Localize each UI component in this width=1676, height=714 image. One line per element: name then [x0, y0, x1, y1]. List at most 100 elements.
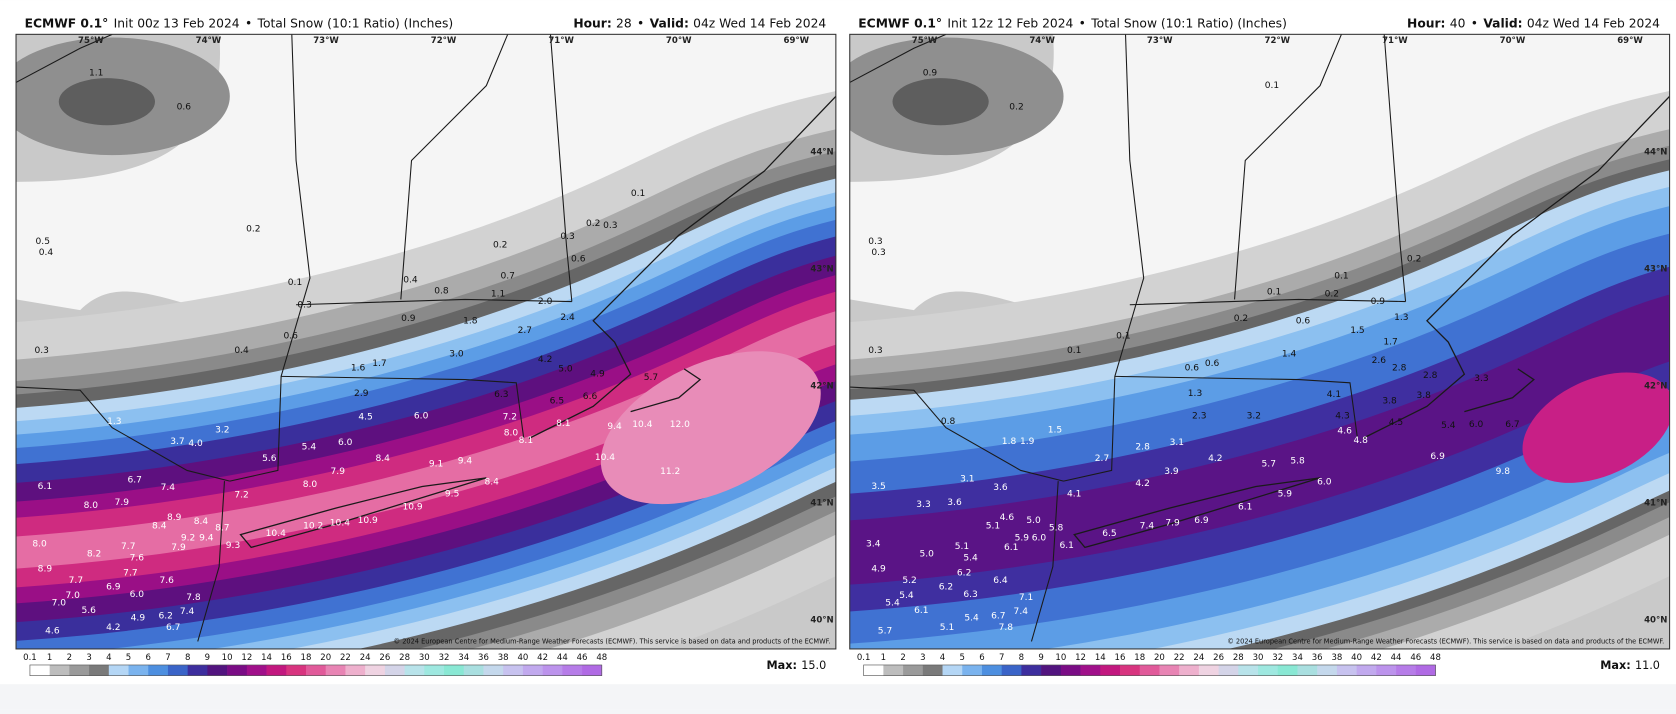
snow-amount-label: 9.2	[181, 533, 195, 543]
snow-amount-label: 9.1	[429, 460, 443, 470]
snow-amount-label: 10.9	[358, 516, 378, 526]
snow-amount-label: 1.4	[1282, 349, 1297, 359]
snow-amount-label: 10.4	[632, 420, 652, 430]
footer-strip	[0, 684, 1676, 710]
border-line	[16, 386, 230, 482]
snow-amount-label: 3.1	[1170, 438, 1184, 448]
snow-amount-label: 3.8	[1417, 391, 1432, 401]
legend-tick-label: 6	[979, 653, 984, 663]
max-number: 11.0	[1635, 659, 1660, 672]
snow-amount-label: 8.7	[215, 524, 229, 534]
legend-tick-label: 38	[498, 653, 509, 663]
snow-amount-label: 7.4	[1014, 607, 1029, 617]
legend-tick-label: 12	[1075, 653, 1086, 663]
legend-tick-label: 2	[900, 653, 905, 663]
border-line	[549, 34, 573, 302]
snow-amount-label: 6.7	[166, 623, 180, 633]
snow-amount-label: 0.6	[284, 331, 299, 341]
snow-amount-label: 7.4	[1140, 522, 1155, 532]
snow-amount-label: 0.2	[1407, 254, 1421, 264]
border-line	[1129, 298, 1406, 306]
snow-amount-label: 3.1	[960, 474, 974, 484]
latitude-label: 44°N	[810, 147, 833, 157]
legend-tick-label: 38	[1331, 653, 1342, 663]
snow-amount-label: 7.9	[115, 498, 130, 508]
init-time: Init 00z 13 Feb 2024	[114, 16, 240, 30]
product-name: Total Snow (10:1 Ratio) (Inches)	[1090, 16, 1287, 30]
snow-amount-label: 6.1	[38, 482, 52, 492]
snow-amount-label: 6.1	[914, 606, 928, 616]
snow-amount-label: 3.0	[449, 349, 464, 359]
snow-amount-label: 3.6	[993, 483, 1008, 493]
legend-tick-label: 20	[1154, 653, 1165, 663]
legend-tick-label: 1	[881, 653, 886, 663]
snow-amount-label: 0.6	[571, 254, 586, 264]
snow-amount-label: 8.0	[84, 501, 99, 511]
snow-amount-label: 7.7	[123, 569, 137, 579]
latitude-label: 44°N	[1644, 147, 1667, 157]
snow-amount-label: 7.8	[186, 593, 201, 603]
snow-amount-label: 9.4	[458, 456, 473, 466]
legend-swatch	[365, 664, 386, 676]
legend-swatch	[444, 664, 465, 676]
legend-swatch	[922, 664, 943, 676]
longitude-label: 73°W	[313, 36, 339, 46]
snow-amount-label: 0.4	[39, 248, 54, 258]
legend-swatch	[1317, 664, 1338, 676]
snow-amount-label: 3.6	[947, 498, 962, 508]
snow-amount-label: 4.1	[1067, 489, 1081, 499]
legend-swatch	[463, 664, 484, 676]
legend-swatch	[227, 664, 248, 676]
snow-amount-label: 5.0	[919, 549, 934, 559]
legend-tick-label: 28	[1233, 653, 1244, 663]
legend-tick-label: 24	[1193, 653, 1204, 663]
legend-frame	[29, 664, 603, 676]
snow-amount-label: 0.2	[493, 240, 507, 250]
legend-swatch	[1100, 664, 1121, 676]
snow-amount-label: 6.2	[957, 569, 971, 579]
legend-swatch	[883, 664, 904, 676]
snow-amount-label: 3.2	[1247, 411, 1261, 421]
snow-amount-label: 5.4	[302, 442, 317, 452]
snow-amount-label: 6.0	[338, 438, 353, 448]
latitude-label: 42°N	[810, 381, 833, 391]
legend-swatch	[1396, 664, 1417, 676]
legend-tick-label: 44	[557, 653, 568, 663]
snow-amount-label: 6.2	[939, 582, 953, 592]
snow-amount-label: 3.5	[871, 482, 885, 492]
map-field	[849, 34, 1670, 649]
legend-swatch	[1179, 664, 1200, 676]
snow-amount-label: 4.9	[590, 370, 605, 380]
legend-tick-label: 16	[1115, 653, 1126, 663]
map-field	[16, 34, 836, 649]
snow-amount-label: 0.2	[246, 224, 260, 234]
snow-amount-label: 6.4	[993, 576, 1008, 586]
legend-tick-label: 9	[205, 653, 210, 663]
hour-value: 28	[616, 16, 632, 30]
snow-amount-label: 0.1	[1265, 81, 1279, 91]
longitude-label: 72°W	[431, 36, 457, 46]
snow-amount-label: 4.0	[188, 439, 203, 449]
longitude-label: 69°W	[1617, 36, 1643, 46]
snow-amount-label: 4.9	[871, 564, 886, 574]
legend-tick-label: 22	[1174, 653, 1185, 663]
legend-tick-label: 28	[399, 653, 410, 663]
latitude-label: 43°N	[810, 264, 833, 274]
snow-amount-label: 4.6	[1000, 513, 1015, 523]
snow-amount-label: 1.7	[1383, 338, 1397, 348]
legend-tick-label: 26	[379, 653, 390, 663]
valid-label: Valid:	[650, 16, 689, 30]
legend-tick-label: 4	[106, 653, 111, 663]
snow-amount-label: 3.9	[1164, 467, 1179, 477]
snow-amount-label: 1.5	[1048, 425, 1062, 435]
legend-tick-label: 6	[146, 653, 151, 663]
snow-amount-label: 4.5	[1389, 418, 1403, 428]
snow-max-area	[600, 351, 821, 505]
snow-amount-label: 1.5	[1350, 326, 1364, 336]
legend-tick-label: 42	[1371, 653, 1382, 663]
legend-tick-label: 7	[165, 653, 170, 663]
legend-swatch	[942, 664, 963, 676]
snow-amount-label: 8.4	[194, 517, 209, 527]
latitude-label: 40°N	[1644, 616, 1667, 626]
snow-amount-label: 1.3	[107, 417, 122, 427]
